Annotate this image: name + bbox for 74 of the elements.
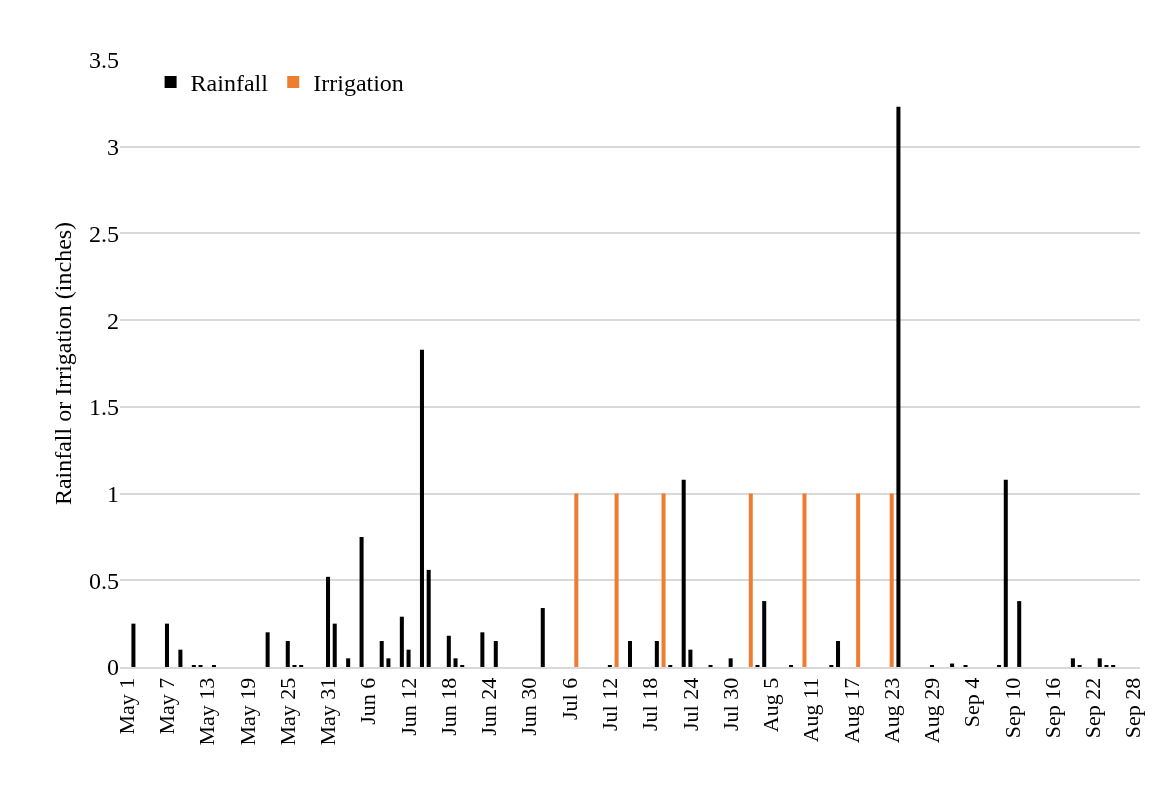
bar — [346, 658, 351, 667]
bar — [1070, 658, 1075, 667]
x-tick-label: Aug 23 — [878, 677, 904, 744]
bar — [326, 576, 331, 667]
bar — [480, 632, 485, 667]
bar — [359, 536, 364, 667]
y-tick-label: 3.5 — [89, 47, 119, 74]
y-axis-title: Rainfall or Irrigation (inches) — [50, 221, 77, 506]
bar — [178, 649, 183, 667]
x-tick-label: May 25 — [274, 677, 300, 746]
bar — [896, 106, 901, 667]
legend-label: Irrigation — [313, 70, 404, 97]
bar — [802, 493, 807, 667]
x-tick-label: Jun 18 — [435, 677, 461, 736]
legend-label: Rainfall — [190, 70, 269, 97]
x-tick-label: May 31 — [315, 677, 341, 746]
bar — [661, 493, 666, 667]
bar — [1003, 479, 1008, 667]
y-tick-label: 2 — [107, 307, 119, 334]
bar — [574, 493, 579, 667]
x-tick-label: Jun 6 — [355, 677, 381, 725]
bar — [419, 349, 424, 667]
bar — [762, 601, 767, 667]
x-tick-label: Jun 24 — [476, 677, 502, 736]
bar — [654, 640, 659, 667]
bar — [285, 640, 290, 667]
bar — [426, 569, 431, 667]
y-tick-label: 1 — [107, 480, 119, 507]
bar — [493, 640, 498, 667]
bar — [728, 658, 733, 667]
x-tick-label: Jul 12 — [597, 677, 623, 731]
x-tick-label: Jul 18 — [637, 677, 663, 731]
bar — [406, 649, 411, 667]
bar — [681, 479, 686, 667]
bar — [836, 640, 841, 667]
bar — [688, 649, 693, 667]
x-tick-label: Sep 22 — [1080, 677, 1106, 739]
bar — [1097, 658, 1102, 667]
x-tick-label: Jul 24 — [677, 677, 703, 731]
x-tick-label: Sep 28 — [1120, 677, 1146, 739]
x-tick-label: Sep 16 — [1039, 677, 1065, 739]
x-tick-label: May 13 — [194, 677, 220, 746]
bar — [856, 493, 861, 667]
bar — [446, 635, 451, 667]
bar — [614, 493, 619, 667]
y-tick-label: 1.5 — [89, 394, 119, 421]
bar — [386, 658, 391, 667]
bar — [399, 616, 404, 667]
bar — [453, 658, 458, 667]
x-tick-label: Jun 30 — [516, 677, 542, 736]
x-tick-label: Aug 5 — [758, 677, 784, 733]
y-tick-label: 3 — [107, 134, 119, 161]
bar — [627, 640, 633, 667]
x-tick-label: Aug 29 — [919, 677, 945, 744]
x-tick-label: Aug 11 — [798, 677, 824, 743]
x-tick-label: May 19 — [234, 677, 260, 746]
x-tick-label: Sep 10 — [999, 677, 1025, 739]
bar — [265, 632, 270, 667]
bar — [889, 493, 894, 667]
x-tick-label: Aug 17 — [838, 677, 864, 744]
x-tick-label: May 7 — [154, 677, 180, 735]
bar — [748, 493, 753, 667]
bar — [379, 640, 384, 667]
x-tick-label: Jul 6 — [556, 677, 582, 720]
y-tick-label: 0.5 — [89, 567, 119, 594]
bar — [332, 623, 337, 667]
y-tick-label: 2.5 — [89, 220, 119, 247]
x-tick-label: Sep 4 — [959, 677, 985, 728]
x-tick-label: Jun 12 — [395, 677, 421, 736]
bar — [164, 623, 169, 667]
bar — [131, 623, 136, 667]
bar — [1017, 601, 1022, 667]
x-tick-label: Jul 30 — [717, 677, 743, 731]
bar — [540, 608, 545, 667]
